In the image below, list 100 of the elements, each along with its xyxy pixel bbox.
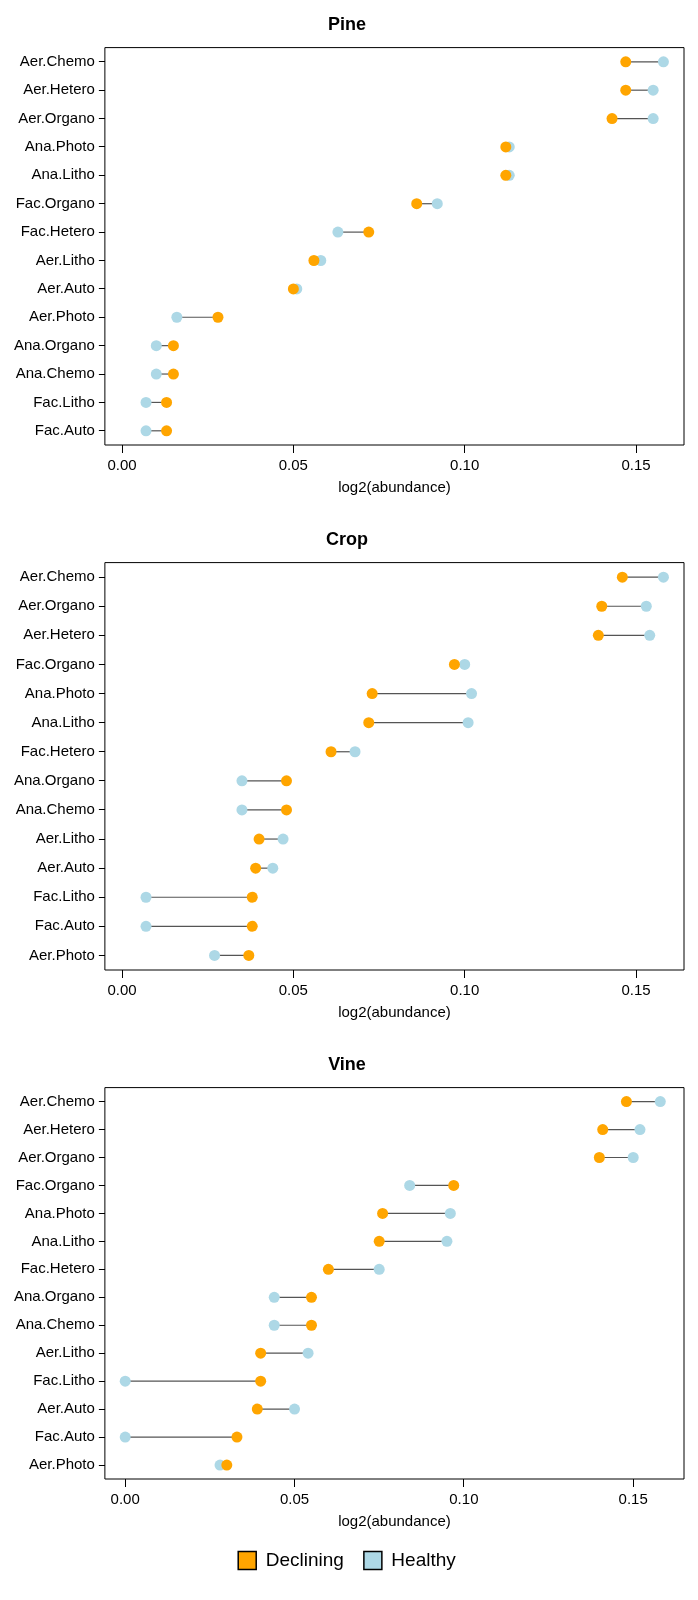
legend-label: Healthy bbox=[391, 1548, 457, 1570]
point bbox=[373, 1263, 385, 1275]
point bbox=[640, 600, 652, 612]
point bbox=[140, 425, 152, 437]
y-tick-label: Aer.Photo bbox=[29, 945, 95, 963]
point bbox=[654, 1096, 666, 1108]
point bbox=[322, 1263, 334, 1275]
point bbox=[647, 113, 659, 125]
y-tick-label: Ana.Photo bbox=[24, 683, 95, 701]
point bbox=[255, 1375, 267, 1387]
point bbox=[243, 949, 255, 961]
y-tick-label: Aer.Organo bbox=[18, 108, 95, 126]
point bbox=[404, 1179, 416, 1191]
point bbox=[287, 283, 299, 295]
y-tick-label: Fac.Organo bbox=[15, 1175, 95, 1193]
point bbox=[657, 56, 669, 68]
point bbox=[167, 340, 179, 352]
point bbox=[161, 425, 173, 437]
y-tick-label: Fac.Organo bbox=[15, 654, 95, 672]
point bbox=[592, 629, 604, 641]
y-tick-label: Aer.Organo bbox=[18, 596, 95, 614]
y-tick-label: Fac.Litho bbox=[33, 887, 95, 905]
y-tick-label: Aer.Litho bbox=[35, 1343, 95, 1361]
y-tick-label: Fac.Organo bbox=[15, 193, 95, 211]
y-tick-label: Fac.Hetero bbox=[20, 222, 95, 240]
point bbox=[305, 1291, 317, 1303]
y-tick-label: Ana.Litho bbox=[31, 712, 95, 730]
point bbox=[171, 311, 183, 323]
y-tick-label: Fac.Hetero bbox=[20, 741, 95, 759]
point bbox=[253, 833, 265, 845]
point bbox=[657, 571, 669, 583]
y-tick-label: Ana.Litho bbox=[31, 165, 95, 183]
point bbox=[167, 368, 179, 380]
point bbox=[236, 804, 248, 816]
y-tick-label: Fac.Auto bbox=[34, 1427, 95, 1445]
point bbox=[373, 1235, 385, 1247]
point bbox=[616, 571, 628, 583]
point bbox=[119, 1375, 131, 1387]
point bbox=[236, 775, 248, 787]
y-tick-label: Ana.Photo bbox=[24, 137, 95, 155]
point bbox=[349, 746, 361, 758]
point bbox=[246, 891, 258, 903]
point bbox=[411, 198, 423, 210]
y-tick-label: Aer.Hetero bbox=[23, 625, 95, 643]
x-tick-label: 0.15 bbox=[621, 981, 651, 999]
point bbox=[325, 746, 337, 758]
y-tick-label: Fac.Litho bbox=[33, 1371, 95, 1389]
y-tick-label: Ana.Photo bbox=[24, 1203, 95, 1221]
point bbox=[363, 717, 375, 729]
y-tick-label: Aer.Photo bbox=[29, 307, 95, 325]
chart-title: Crop bbox=[326, 528, 368, 549]
x-tick-label: 0.05 bbox=[278, 981, 308, 999]
y-tick-label: Aer.Litho bbox=[35, 829, 95, 847]
point bbox=[634, 1124, 646, 1136]
point bbox=[459, 658, 471, 670]
y-tick-label: Fac.Auto bbox=[34, 420, 95, 438]
point bbox=[221, 1459, 233, 1471]
point bbox=[268, 1319, 280, 1331]
point bbox=[255, 1347, 267, 1359]
point bbox=[289, 1403, 301, 1415]
y-tick-label: Ana.Organo bbox=[14, 335, 95, 353]
y-tick-label: Ana.Organo bbox=[14, 770, 95, 788]
x-tick-label: 0.05 bbox=[278, 456, 308, 474]
legend-label: Declining bbox=[265, 1548, 344, 1570]
point bbox=[363, 226, 375, 238]
point bbox=[444, 1207, 456, 1219]
y-tick-label: Aer.Litho bbox=[35, 250, 95, 268]
point bbox=[627, 1151, 639, 1163]
point bbox=[281, 804, 292, 816]
point bbox=[246, 920, 258, 932]
point bbox=[606, 113, 618, 125]
point bbox=[366, 688, 378, 700]
chart-title: Pine bbox=[327, 13, 367, 34]
point bbox=[593, 1151, 605, 1163]
point bbox=[231, 1431, 243, 1443]
x-tick-label: 0.00 bbox=[110, 1490, 140, 1508]
point bbox=[644, 629, 656, 641]
point bbox=[250, 862, 262, 874]
x-axis-title: log2(abundance) bbox=[338, 1003, 451, 1021]
point bbox=[119, 1431, 131, 1443]
point bbox=[620, 84, 632, 96]
point bbox=[377, 1207, 389, 1219]
point bbox=[281, 775, 292, 787]
point bbox=[302, 1347, 314, 1359]
point bbox=[448, 658, 460, 670]
y-tick-label: Aer.Hetero bbox=[23, 1119, 95, 1137]
x-tick-label: 0.10 bbox=[449, 1490, 479, 1508]
y-tick-label: Ana.Organo bbox=[14, 1287, 95, 1305]
point bbox=[441, 1235, 453, 1247]
point bbox=[597, 1124, 609, 1136]
x-tick-label: 0.00 bbox=[107, 456, 137, 474]
x-tick-label: 0.05 bbox=[279, 1490, 310, 1508]
point bbox=[140, 891, 152, 903]
y-tick-label: Fac.Litho bbox=[33, 392, 95, 410]
y-tick-label: Aer.Hetero bbox=[23, 80, 95, 98]
point bbox=[212, 311, 224, 323]
point bbox=[620, 1096, 632, 1108]
x-tick-label: 0.10 bbox=[450, 981, 480, 999]
y-tick-label: Aer.Chemo bbox=[19, 1091, 95, 1109]
y-tick-label: Ana.Litho bbox=[31, 1231, 95, 1249]
